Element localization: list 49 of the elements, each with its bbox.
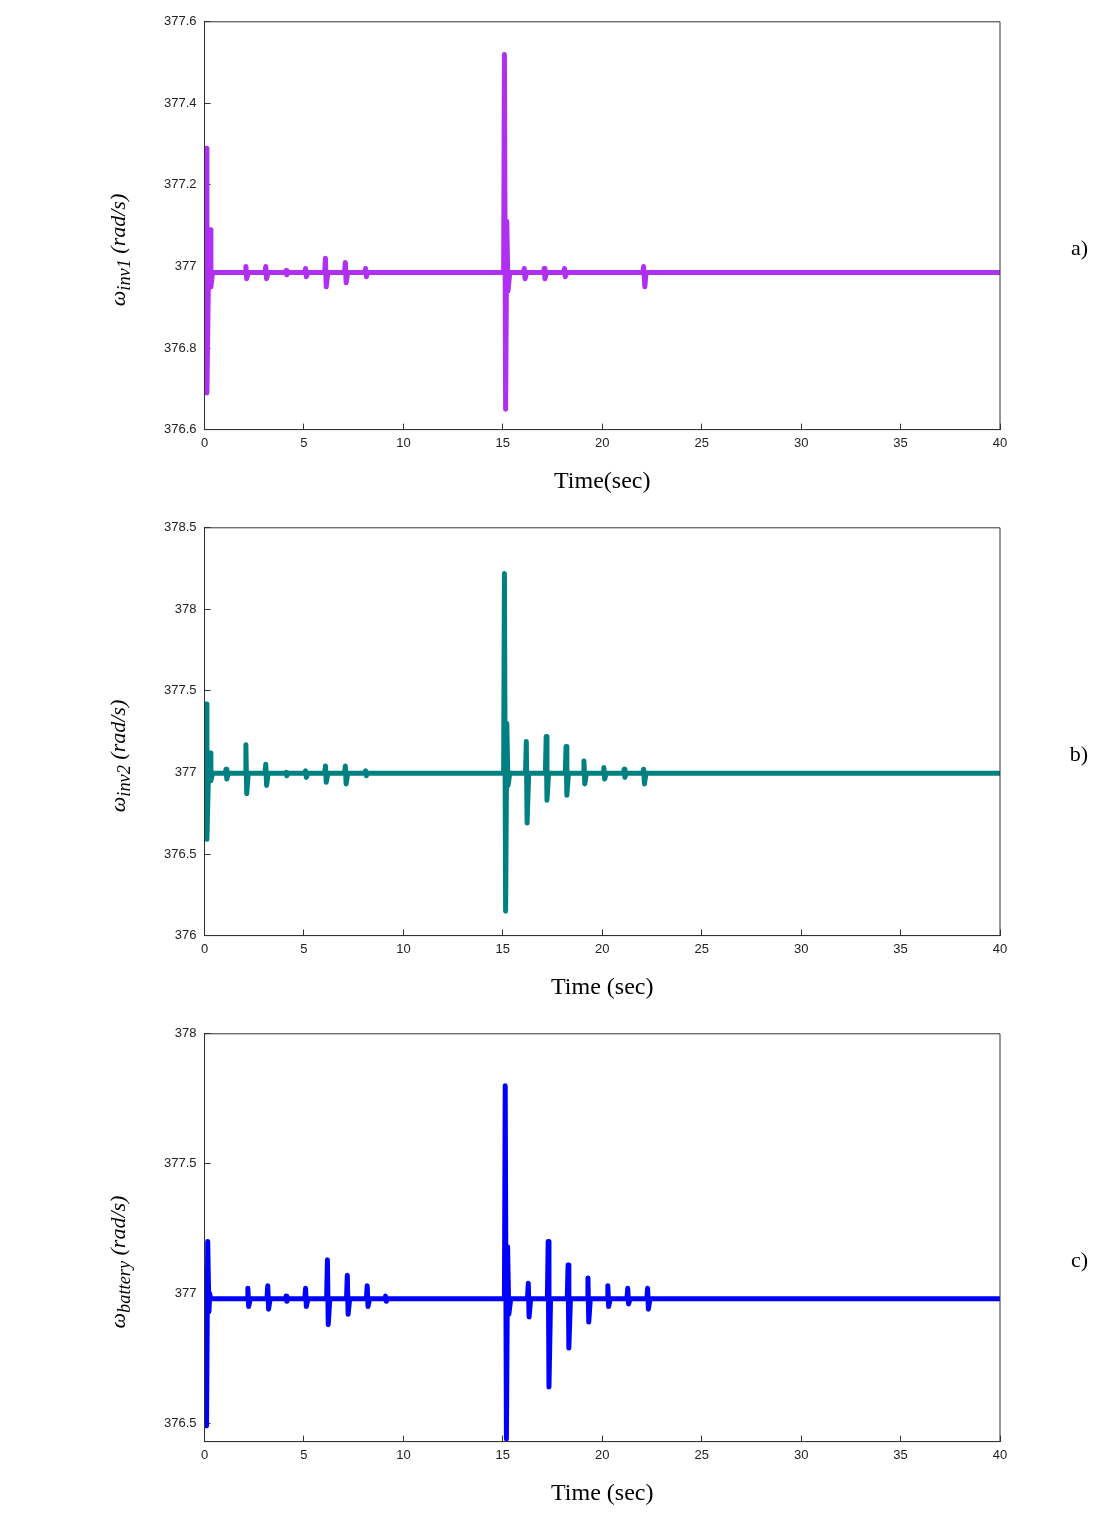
y-tick-label: 377 bbox=[174, 1285, 197, 1301]
x-tick-label: 25 bbox=[694, 434, 709, 450]
y-tick-label: 376.8 bbox=[163, 339, 197, 355]
x-tick-label: 35 bbox=[893, 1446, 908, 1462]
x-tick-label: 15 bbox=[495, 940, 511, 956]
y-tick-label: 377.4 bbox=[163, 94, 197, 110]
text: a) bbox=[1070, 235, 1088, 261]
y-tick-label: 378 bbox=[174, 1025, 197, 1041]
x-tick-label: 30 bbox=[793, 1446, 809, 1462]
x-axis-title: Time (sec) bbox=[551, 1478, 654, 1505]
y-tick-label: 376.5 bbox=[163, 845, 197, 861]
x-tick-label: 0 bbox=[200, 434, 209, 450]
x-tick-label: 15 bbox=[495, 1446, 511, 1462]
x-tick-label: 30 bbox=[793, 940, 809, 956]
text: c) bbox=[1070, 1247, 1088, 1273]
x-tick-label: 0 bbox=[200, 1446, 209, 1462]
x-tick-label: 0 bbox=[200, 940, 209, 956]
x-tick-label: 40 bbox=[992, 1446, 1008, 1462]
y-tick-label: 376.6 bbox=[163, 421, 197, 437]
x-tick-label: 25 bbox=[694, 940, 709, 956]
x-tick-label: 30 bbox=[793, 434, 809, 450]
x-tick-label: 20 bbox=[595, 940, 610, 956]
x-tick-label: 5 bbox=[300, 1446, 308, 1462]
x-tick-label: 25 bbox=[694, 1446, 709, 1462]
y-tick-label: 377 bbox=[174, 258, 197, 274]
y-tick-label: 377 bbox=[174, 764, 197, 780]
x-tick-label: 5 bbox=[300, 434, 308, 450]
y-tick-label: 378.5 bbox=[163, 519, 197, 535]
y-tick-label: 376 bbox=[174, 927, 197, 943]
text: b) bbox=[1069, 741, 1088, 767]
x-tick-label: 35 bbox=[893, 434, 908, 450]
x-tick-label: 10 bbox=[396, 940, 411, 956]
x-tick-label: 15 bbox=[495, 434, 511, 450]
x-axis-title: Time (sec) bbox=[551, 972, 654, 999]
y-tick-label: 376.5 bbox=[163, 1415, 197, 1430]
y-tick-label: 377.5 bbox=[163, 682, 197, 698]
y-tick-label: 377.6 bbox=[163, 13, 197, 29]
y-tick-label: 378 bbox=[174, 600, 197, 616]
x-tick-label: 10 bbox=[396, 434, 411, 450]
x-tick-label: 40 bbox=[992, 434, 1008, 450]
y-tick-label: 377.5 bbox=[163, 1155, 197, 1171]
x-axis-title: Time(sec) bbox=[554, 466, 651, 493]
x-tick-label: 40 bbox=[992, 940, 1008, 956]
y-tick-label: 377.2 bbox=[163, 176, 197, 192]
x-tick-label: 35 bbox=[893, 940, 908, 956]
x-tick-label: 20 bbox=[595, 434, 610, 450]
x-tick-label: 5 bbox=[300, 940, 308, 956]
x-tick-label: 20 bbox=[595, 1446, 610, 1462]
x-tick-label: 10 bbox=[396, 1446, 411, 1462]
